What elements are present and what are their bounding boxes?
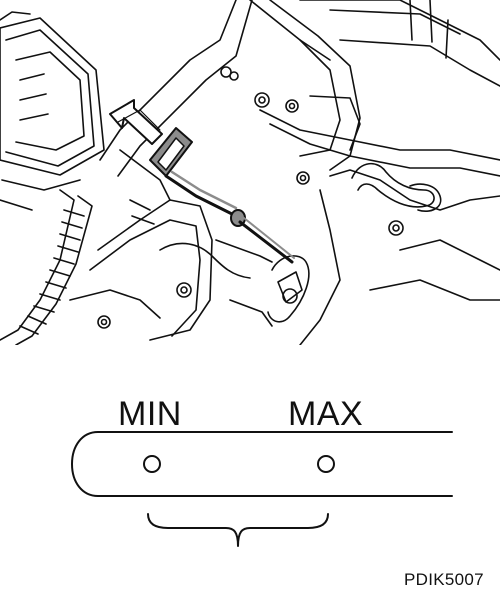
dipstick-detail-diagram <box>71 431 453 547</box>
bolts <box>97 66 404 329</box>
min-mark <box>143 455 161 473</box>
right-housing <box>299 0 500 345</box>
max-mark <box>317 455 335 473</box>
max-label: MAX <box>288 395 364 433</box>
engine-bracket <box>69 0 253 341</box>
reference-code: PDIK5007 <box>404 570 484 589</box>
min-label: MIN <box>118 395 182 433</box>
dipstick-tube-flange <box>159 239 310 327</box>
cylinder-head <box>249 0 500 177</box>
dipstick-blade-outline <box>71 431 453 497</box>
air-filter-housing <box>0 17 105 211</box>
range-bracket <box>147 513 329 547</box>
dipstick-icon <box>149 127 295 264</box>
corrugated-hose <box>0 189 93 345</box>
frame-line <box>0 11 31 21</box>
pull-out-arrow-icon <box>109 99 163 145</box>
engine-bay-illustration <box>0 0 500 345</box>
